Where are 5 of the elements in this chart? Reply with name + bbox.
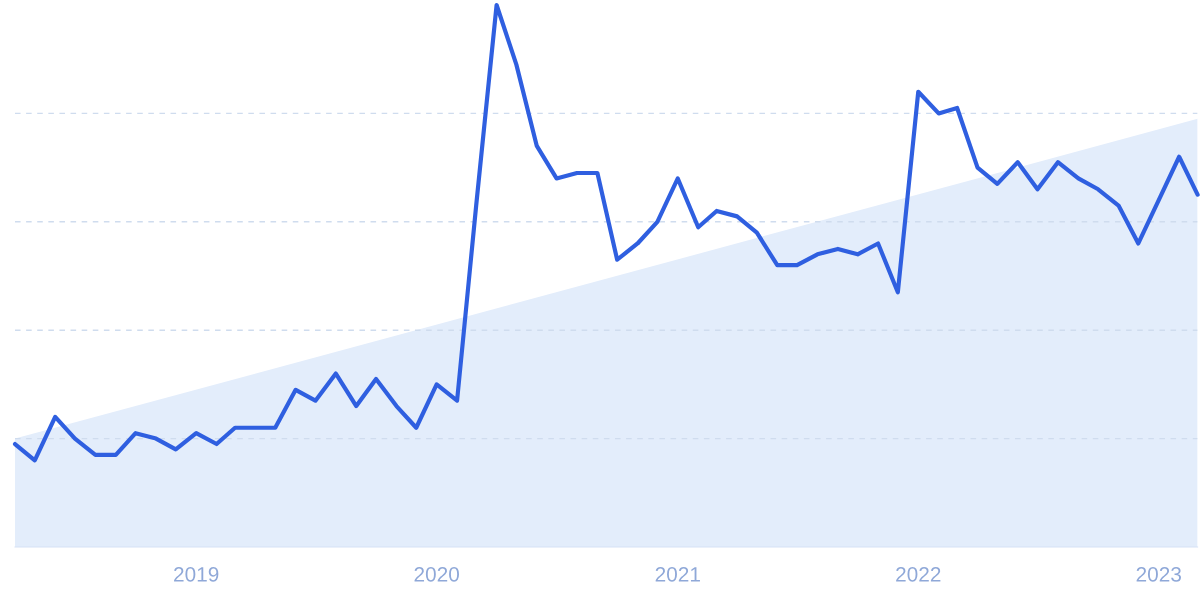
x-tick-label: 2022 xyxy=(896,566,941,582)
x-tick-label: 2019 xyxy=(174,566,219,582)
x-tick-label: 2020 xyxy=(414,566,460,582)
x-tick-label: 2021 xyxy=(655,566,700,582)
x-tick-label: 2023 xyxy=(1136,566,1181,582)
